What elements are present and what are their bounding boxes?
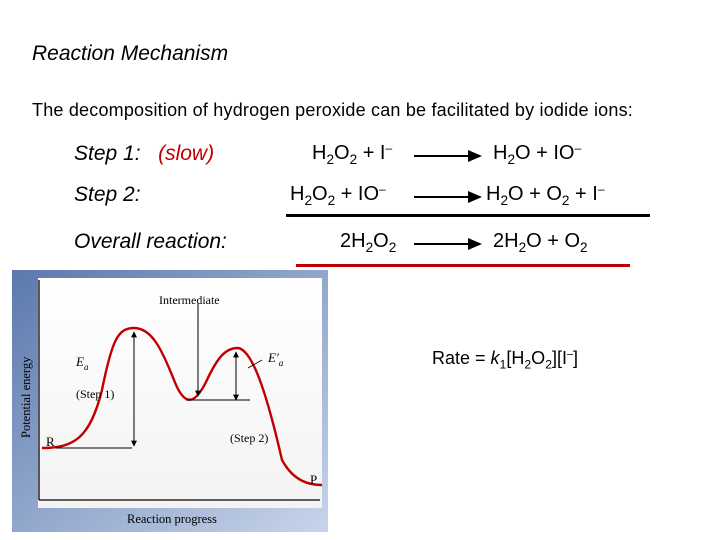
page-title: Reaction Mechanism bbox=[32, 42, 229, 65]
ea2-leader bbox=[247, 359, 263, 369]
slow-note: (slow) bbox=[158, 142, 215, 165]
energy-diagram: Intermediate Ea E′a (Step 1) (Step 2) R … bbox=[12, 270, 328, 532]
step-2-label: Step 2: bbox=[74, 183, 141, 206]
product-label: P bbox=[310, 472, 317, 487]
ea1-label: Ea bbox=[75, 354, 89, 372]
step2-diagram-label: (Step 2) bbox=[230, 431, 268, 445]
intro-text: The decomposition of hydrogen peroxide c… bbox=[32, 100, 633, 120]
overall-products: 2H2O + O2 bbox=[493, 230, 588, 255]
intermediate-label: Intermediate bbox=[159, 293, 220, 307]
step1-reactants: H2O2 + I– bbox=[312, 140, 393, 167]
step2-reactants: H2O2 + IO– bbox=[290, 181, 386, 208]
sum-line bbox=[286, 214, 650, 217]
reactant-label: R bbox=[46, 434, 55, 449]
step-1-label: Step 1: (slow) bbox=[74, 142, 215, 165]
step2-products: H2O + O2 + I– bbox=[486, 181, 605, 208]
overall-label: Overall reaction: bbox=[74, 230, 227, 253]
x-axis-label: Reaction progress bbox=[127, 512, 217, 526]
ea2-label: E′a bbox=[267, 350, 284, 368]
y-axis-label: Potential energy bbox=[19, 356, 33, 438]
step1-diagram-label: (Step 1) bbox=[76, 387, 114, 401]
step2-arrow bbox=[414, 191, 482, 203]
step1-arrow bbox=[414, 150, 482, 162]
energy-curve bbox=[41, 326, 323, 487]
overall-reactants: 2H2O2 bbox=[340, 230, 397, 255]
overall-arrow bbox=[414, 238, 482, 250]
red-separator bbox=[296, 264, 630, 267]
step1-products: H2O + IO– bbox=[493, 140, 582, 167]
rate-law: Rate = k1[H2O2][I–] bbox=[432, 348, 579, 372]
